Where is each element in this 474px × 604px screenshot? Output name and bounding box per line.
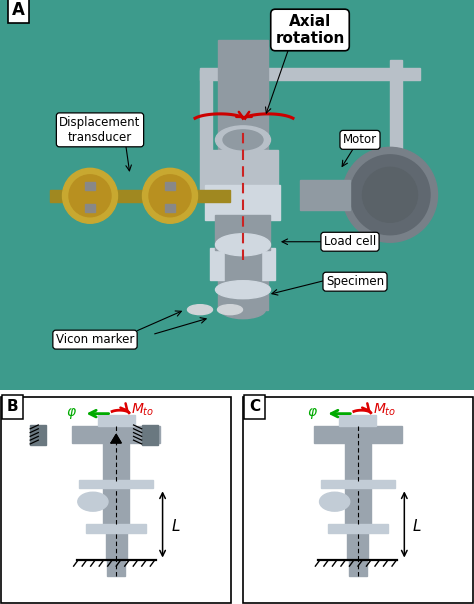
Ellipse shape (78, 492, 108, 511)
Bar (314, 426, 402, 443)
Bar (72, 426, 160, 443)
Bar (103, 443, 129, 481)
Bar (106, 532, 127, 561)
Ellipse shape (63, 169, 118, 223)
Ellipse shape (69, 175, 111, 217)
Bar (200, 68, 420, 80)
Bar (86, 524, 146, 533)
Ellipse shape (218, 304, 243, 315)
Bar (85, 182, 95, 190)
Bar (300, 180, 350, 210)
Text: $\varphi$: $\varphi$ (66, 406, 77, 421)
Ellipse shape (216, 234, 271, 255)
Text: $M_{to}$: $M_{to}$ (131, 402, 155, 419)
Ellipse shape (350, 155, 430, 235)
Text: $L$: $L$ (171, 518, 180, 535)
Ellipse shape (216, 126, 271, 154)
Text: Motor: Motor (343, 133, 377, 146)
Bar (205, 185, 280, 220)
Polygon shape (111, 434, 121, 443)
Bar (345, 487, 371, 524)
Text: B: B (7, 399, 18, 414)
Bar (390, 60, 402, 190)
Text: $L$: $L$ (412, 518, 422, 535)
Bar (79, 480, 153, 489)
Bar (142, 425, 158, 445)
Bar (30, 425, 46, 445)
Bar (85, 204, 95, 212)
Bar (215, 215, 270, 249)
Bar (210, 248, 275, 280)
Ellipse shape (149, 175, 191, 217)
Text: Axial
rotation: Axial rotation (275, 14, 345, 46)
Ellipse shape (319, 492, 350, 511)
Bar (103, 487, 129, 524)
Bar (348, 561, 367, 576)
Bar (345, 443, 371, 481)
Text: Specimen: Specimen (326, 275, 384, 288)
Text: C: C (249, 399, 260, 414)
Bar (98, 414, 135, 426)
Bar (200, 70, 212, 190)
Text: Load cell: Load cell (324, 235, 376, 248)
Bar (165, 204, 175, 212)
Bar (328, 524, 388, 533)
Ellipse shape (220, 301, 265, 319)
Bar (347, 532, 368, 561)
Ellipse shape (188, 304, 212, 315)
Text: $\varphi$: $\varphi$ (308, 406, 319, 421)
Ellipse shape (216, 281, 271, 299)
Text: Vicon marker: Vicon marker (56, 333, 134, 346)
Bar (321, 480, 395, 489)
Ellipse shape (223, 130, 263, 150)
Bar (339, 414, 376, 426)
Bar (107, 561, 126, 576)
Bar (165, 182, 175, 190)
Text: A: A (12, 1, 25, 19)
Ellipse shape (363, 167, 418, 222)
Bar (225, 242, 261, 290)
Bar (208, 150, 278, 190)
Text: Displacement
transducer: Displacement transducer (59, 116, 141, 144)
Bar (50, 190, 230, 202)
Bar (218, 40, 268, 310)
Ellipse shape (343, 147, 438, 242)
Ellipse shape (143, 169, 198, 223)
Text: $M_{to}$: $M_{to}$ (373, 402, 396, 419)
